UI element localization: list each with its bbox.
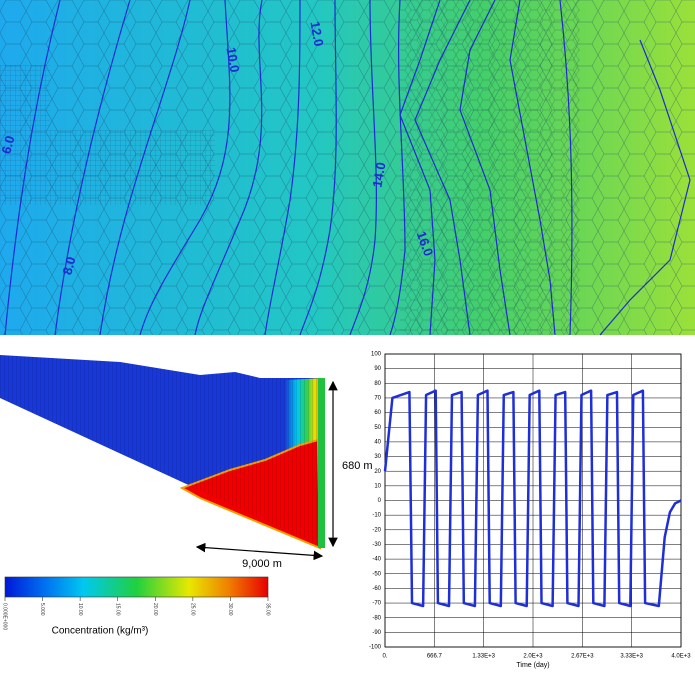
y-tick-label: 60 [374,410,381,416]
length-arrow [195,542,324,561]
colorbar-scale [4,576,269,598]
colorbar-tick-label: 10.00 [77,603,83,616]
data-line [383,389,682,608]
colorbar-tick-label: 20.00 [152,603,158,616]
contour-lines [4,0,691,336]
height-label: 680 m [342,460,373,472]
contour-label: 10.0 [223,46,242,74]
x-tick-label: 0. [382,654,387,660]
y-tick-label: -20 [372,527,381,533]
y-tick-label: 10 [374,483,381,489]
line-chart: Time (day) -100-90-80-70-60-50-40-30-20-… [369,352,691,669]
contour-label: 8.0 [59,255,78,276]
y-tick-label: 20 [374,469,381,475]
y-tick-label: -100 [369,645,382,651]
mesh-refined [400,0,580,335]
colorbar-title: Concentration (kg/m³) [52,626,149,637]
x-tick-label: 666.7 [427,654,443,660]
contour-label: 6.0 [0,134,18,155]
y-tick-label: -50 [372,571,381,577]
x-tick-label: 2.0E+3 [523,654,543,660]
colorbar-tick-label: 15.00 [114,603,120,616]
y-tick-label: 40 [374,439,381,445]
y-tick-label: -40 [372,557,381,563]
contour-label: 14.0 [369,161,388,189]
colorbar-tick-label: 35.00 [265,603,271,616]
x-tick-label: 1.33E+3 [472,654,495,660]
y-tick-label: -10 [372,513,381,519]
x-tick-label: 4.0E+3 [671,654,691,660]
length-label: 9,000 m [242,558,282,570]
contour-label: 12.0 [307,20,326,48]
cross-section: 680 m 9,000 m [0,355,373,570]
y-tick-label: 100 [371,352,382,358]
mesh-refined [0,65,50,205]
mesh-map: 6.0 8.0 10.0 12.0 14.0 16.0 [0,0,695,336]
y-tick-label: 50 [374,425,381,431]
y-tick-label: 70 [374,396,381,402]
y-tick-label: -80 [372,615,381,621]
boundary-column [318,378,325,548]
section-grid [0,355,325,548]
x-tick-label: 2.67E+3 [571,654,594,660]
x-axis-label: Time (day) [516,662,549,669]
y-tick-label: 90 [374,366,381,372]
y-tick-label: -90 [372,630,381,636]
x-tick-label: 3.33E+3 [620,654,643,660]
colorbar-tick-label: 5.000 [39,603,45,616]
y-tick-label: -60 [372,586,381,592]
y-tick-label: 30 [374,454,381,460]
colorbar-tick-label: 25.00 [190,603,196,616]
colorbar-tick-label: 0.000E+000 [2,603,8,630]
colorbar-tick-label: 30.00 [227,603,233,616]
y-tick-label: 0 [378,498,382,504]
y-tick-label: -70 [372,601,381,607]
y-tick-label: 80 [374,381,381,387]
colorbar: Concentration (kg/m³) 0.000E+000 5.000 10.… [2,576,271,637]
y-tick-label: -30 [372,542,381,548]
